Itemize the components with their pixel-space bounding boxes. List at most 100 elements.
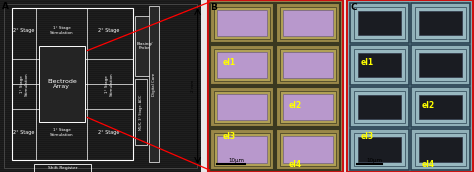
Bar xyxy=(0,15,201,16)
Bar xyxy=(0,106,201,107)
Bar xyxy=(0,3,201,4)
Bar xyxy=(0,33,201,34)
Bar xyxy=(0,153,201,154)
Bar xyxy=(0,150,201,151)
Bar xyxy=(0,111,201,112)
Bar xyxy=(0,5,201,6)
Text: el1: el1 xyxy=(222,58,236,67)
Bar xyxy=(0,159,201,160)
Bar xyxy=(0,93,201,94)
Bar xyxy=(419,95,463,119)
Bar xyxy=(0,17,201,18)
Bar xyxy=(0,160,201,161)
Bar xyxy=(0,19,201,20)
Bar xyxy=(0,96,201,97)
Bar xyxy=(0,97,201,98)
Bar xyxy=(0,118,201,119)
Bar xyxy=(210,45,274,85)
Bar xyxy=(0,98,201,99)
Bar xyxy=(0,165,201,166)
Bar xyxy=(419,137,463,162)
Bar xyxy=(0,79,201,80)
Bar xyxy=(0,130,201,131)
Bar xyxy=(0,60,201,61)
Bar xyxy=(276,3,340,43)
Bar xyxy=(0,44,201,45)
Bar xyxy=(0,158,201,159)
Bar xyxy=(0,82,201,83)
Text: 1° Stage
Stimulation: 1° Stage Stimulation xyxy=(20,72,28,96)
Bar xyxy=(0,58,201,59)
Bar xyxy=(0,113,201,114)
Bar xyxy=(283,52,333,78)
Bar xyxy=(209,2,341,170)
Bar xyxy=(0,43,201,44)
Bar xyxy=(0,122,201,123)
Bar xyxy=(214,7,270,39)
Bar xyxy=(217,9,267,36)
Bar xyxy=(0,144,201,145)
Bar xyxy=(0,2,201,3)
Bar xyxy=(0,149,201,150)
Bar xyxy=(0,134,201,135)
Bar xyxy=(0,41,201,42)
Bar xyxy=(0,140,201,141)
Bar xyxy=(0,27,201,28)
Bar xyxy=(210,129,274,169)
Bar xyxy=(0,127,201,128)
Bar xyxy=(210,87,274,127)
Bar xyxy=(280,133,336,165)
Bar xyxy=(283,9,333,36)
Bar xyxy=(0,138,201,139)
Bar xyxy=(358,95,401,119)
Bar xyxy=(0,132,201,133)
Bar xyxy=(0,80,201,81)
Text: A: A xyxy=(2,2,9,11)
Bar xyxy=(0,18,201,19)
Bar xyxy=(0,6,201,7)
Bar xyxy=(0,141,201,142)
Bar xyxy=(0,101,201,102)
Bar xyxy=(0,85,201,86)
Text: 2° Stage: 2° Stage xyxy=(13,130,35,135)
Bar xyxy=(0,12,201,13)
Text: 1° Stage
Stimulation: 1° Stage Stimulation xyxy=(50,128,73,137)
Bar xyxy=(0,129,201,130)
Bar xyxy=(0,99,201,100)
Bar xyxy=(136,79,147,145)
Bar xyxy=(4,4,198,168)
Bar xyxy=(0,49,201,50)
Bar xyxy=(280,7,336,39)
Bar xyxy=(0,74,201,75)
Bar xyxy=(0,50,201,51)
Bar xyxy=(0,124,201,125)
Bar xyxy=(0,171,201,172)
Bar xyxy=(0,55,201,56)
Bar xyxy=(214,133,270,165)
Bar xyxy=(0,91,201,92)
Bar xyxy=(0,81,201,82)
Bar xyxy=(0,4,201,5)
Bar xyxy=(0,45,201,46)
Bar xyxy=(0,9,201,10)
Bar xyxy=(0,112,201,113)
Bar xyxy=(276,129,340,169)
Bar xyxy=(0,77,201,78)
Text: 2° Stage: 2° Stage xyxy=(99,130,120,135)
Bar xyxy=(0,86,201,87)
Text: Biasing/
Probe: Biasing/ Probe xyxy=(136,42,153,50)
Bar xyxy=(0,67,201,68)
Bar xyxy=(0,20,201,21)
Bar xyxy=(0,142,201,143)
Bar xyxy=(0,156,201,157)
Bar xyxy=(0,14,201,15)
Bar xyxy=(0,48,201,49)
Bar xyxy=(0,88,201,89)
Text: C: C xyxy=(350,3,357,12)
Bar xyxy=(0,161,201,162)
Bar xyxy=(0,148,201,149)
Bar xyxy=(0,35,201,36)
Bar xyxy=(0,92,201,93)
Bar xyxy=(411,129,471,169)
Bar xyxy=(0,0,201,172)
